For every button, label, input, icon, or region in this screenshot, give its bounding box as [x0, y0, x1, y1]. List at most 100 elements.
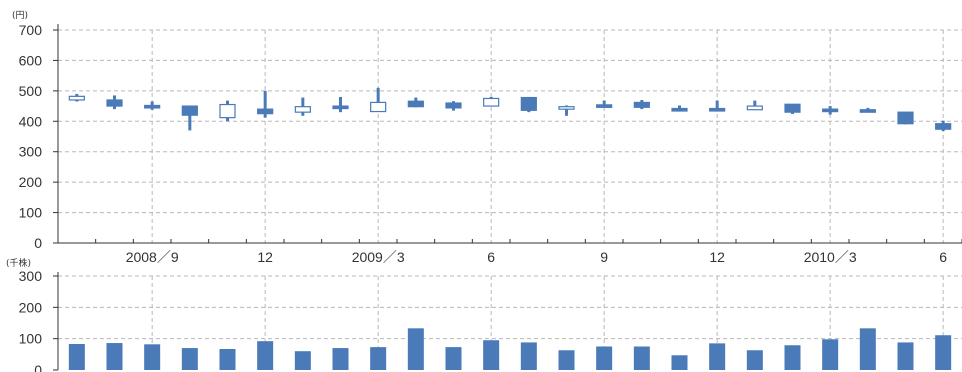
- candle-body-down: [935, 123, 952, 130]
- volume-bar: [257, 341, 274, 370]
- candle-body-down: [181, 105, 198, 116]
- volume-bar: [332, 348, 349, 370]
- candle-body-up: [370, 101, 387, 113]
- price-panel: (円) 0 100 200 300 400 500 600 700 2008／9 12 2009／…: [12, 10, 962, 265]
- price-x-labels: 2008／9 12 2009／3 6 9 12 2010／3 6: [126, 249, 948, 265]
- volume-panel: (千株) 0 100 200 300: [6, 257, 962, 372]
- volume-bar: [709, 343, 726, 370]
- candle: [257, 90, 274, 118]
- candle-body-up: [746, 105, 763, 111]
- volume-bar: [859, 328, 876, 370]
- candle-body-down: [407, 100, 424, 108]
- volume-bar: [596, 346, 613, 370]
- candle: [483, 96, 500, 107]
- candle: [219, 100, 236, 122]
- candle: [596, 100, 613, 108]
- volume-bar: [68, 343, 85, 370]
- candle-body-down: [106, 99, 123, 107]
- candle: [407, 97, 424, 108]
- candle: [746, 100, 763, 111]
- price-y-tick-label: 500: [19, 83, 43, 99]
- volume-bar: [294, 351, 311, 370]
- price-y-tick-label: 700: [19, 22, 43, 38]
- volume-bar: [520, 342, 537, 370]
- volume-bar: [935, 335, 952, 370]
- price-x-tick-label: 6: [487, 249, 495, 265]
- candle-body-up: [219, 103, 236, 119]
- candle-body-up: [558, 106, 575, 110]
- candle: [859, 107, 876, 113]
- volume-y-ticks: 0 100 200 300: [19, 268, 43, 372]
- price-y-tick-label: 400: [19, 113, 43, 129]
- volume-y-tick-label: 300: [19, 268, 43, 284]
- volume-bar: [445, 347, 462, 370]
- price-y-tick-label: 200: [19, 174, 43, 190]
- volume-unit-label: (千株): [6, 257, 31, 269]
- price-x-tick-label: 12: [709, 249, 725, 265]
- candle-body-down: [822, 108, 839, 113]
- candle-body-down: [144, 104, 161, 109]
- volume-bar: [370, 347, 387, 370]
- price-y-tick-label: 300: [19, 144, 43, 160]
- price-x-tick-label: 6: [939, 249, 947, 265]
- candle: [144, 101, 161, 110]
- volume-bar: [633, 346, 650, 370]
- volume-bar: [558, 350, 575, 370]
- candle-body-down: [897, 111, 914, 125]
- candle-body-down: [784, 103, 801, 113]
- candle-body-down: [596, 104, 613, 108]
- price-y-tick-label: 600: [19, 52, 43, 68]
- candle-body-down: [257, 108, 274, 115]
- volume-bar: [897, 342, 914, 370]
- candle: [822, 106, 839, 115]
- candle-body-down: [709, 107, 726, 112]
- candle: [106, 95, 123, 110]
- candle: [520, 96, 537, 113]
- price-y-tick-label: 100: [19, 205, 43, 221]
- price-x-tick-label: 2009／3: [352, 249, 405, 265]
- volume-bar: [407, 328, 424, 370]
- volume-y-tick-label: 100: [19, 331, 43, 347]
- candle: [671, 105, 688, 112]
- candle: [294, 97, 311, 116]
- volume-bar: [181, 348, 198, 370]
- candle: [558, 105, 575, 116]
- price-axes: [53, 24, 962, 244]
- volume-bars: [68, 328, 952, 370]
- candle-body-down: [671, 107, 688, 112]
- volume-bar: [671, 355, 688, 370]
- candle: [633, 99, 650, 110]
- price-x-tick-label: 9: [600, 249, 608, 265]
- candle-body-down: [520, 96, 537, 111]
- candle: [68, 93, 85, 102]
- volume-bar: [746, 350, 763, 370]
- volume-axes: [53, 272, 59, 371]
- volume-bar: [822, 339, 839, 370]
- candle-body-up: [483, 97, 500, 107]
- price-x-tick-label: 2008／9: [126, 249, 179, 265]
- candles: [68, 87, 952, 132]
- candle-body-down: [633, 101, 650, 108]
- candle: [370, 87, 387, 113]
- candle: [897, 111, 914, 125]
- price-x-tick-label: 12: [257, 249, 273, 265]
- price-unit-label: (円): [12, 10, 28, 21]
- volume-bar: [106, 343, 123, 370]
- candle: [181, 105, 198, 131]
- volume-bar: [144, 344, 161, 370]
- volume-bar: [219, 349, 236, 370]
- candle: [935, 120, 952, 132]
- volume-bar: [483, 340, 500, 370]
- candle-body-down: [332, 105, 349, 110]
- price-grid: [58, 29, 962, 243]
- price-y-tick-label: 0: [34, 235, 42, 251]
- price-y-ticks: 0 100 200 300 400 500 600 700: [19, 22, 43, 251]
- volume-y-tick-label: 0: [34, 362, 42, 372]
- volume-bar: [784, 345, 801, 370]
- candle: [445, 101, 462, 111]
- price-x-tick-label: 2010／3: [804, 249, 857, 265]
- candle: [784, 103, 801, 114]
- candle-body-up: [68, 95, 85, 101]
- candle: [332, 96, 349, 113]
